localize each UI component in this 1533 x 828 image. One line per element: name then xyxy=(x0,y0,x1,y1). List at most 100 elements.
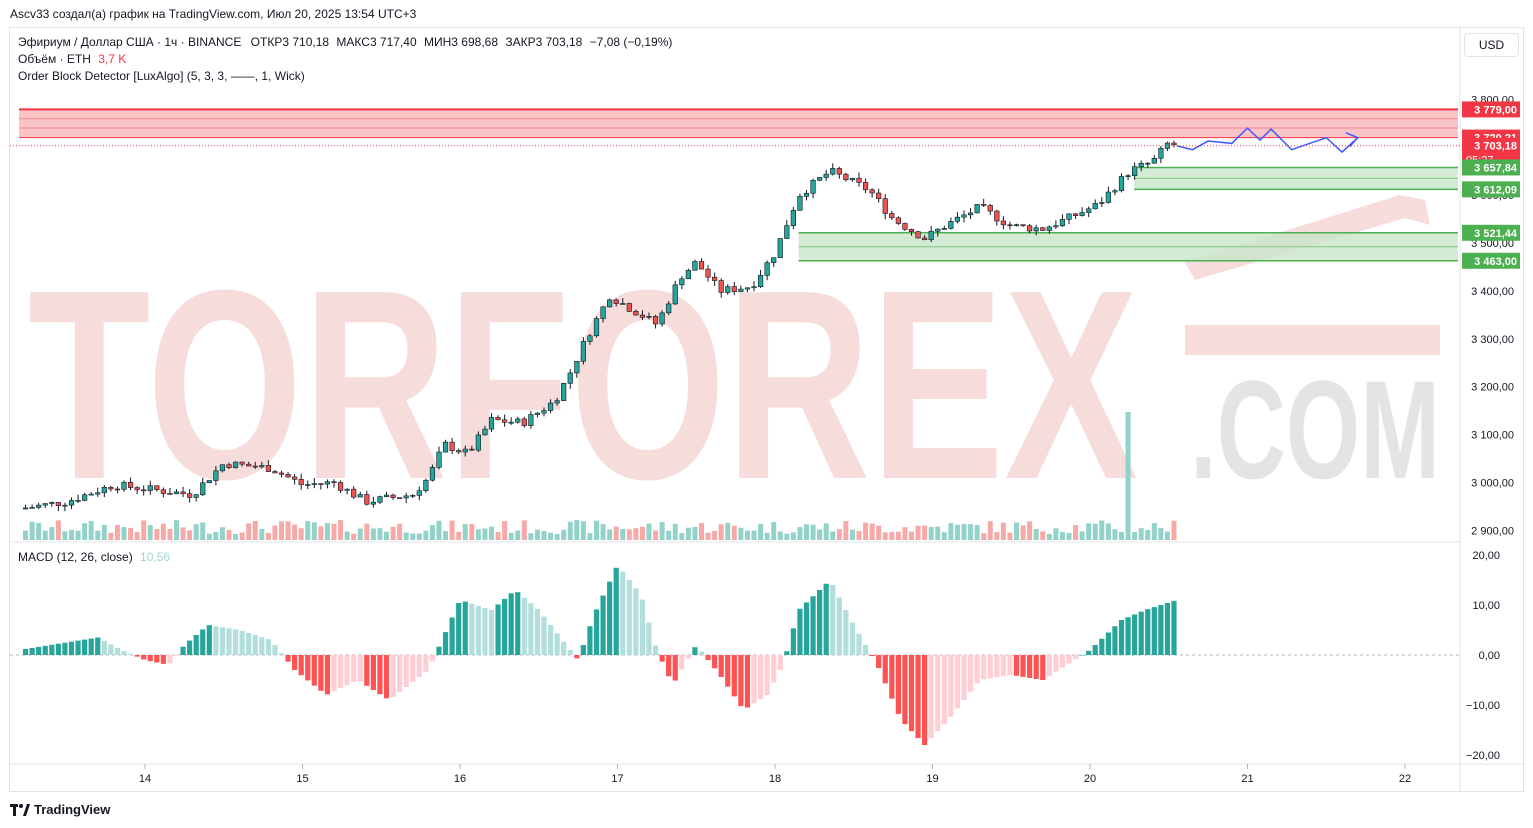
volume-bar xyxy=(902,527,908,540)
candle-body xyxy=(49,502,55,504)
candle-body xyxy=(351,488,357,498)
time-tick-label: 22 xyxy=(1399,773,1411,785)
candle-body xyxy=(324,481,331,485)
macd-bar xyxy=(1053,655,1059,672)
time-tick-label: 14 xyxy=(139,773,151,785)
macd-bar xyxy=(698,651,705,655)
volume-bars xyxy=(23,412,1177,540)
macd-tick-label: −10,00 xyxy=(1466,700,1500,712)
symbol-legend[interactable]: Эфириум / Доллар США · 1ч · BINANCE ОТКР… xyxy=(18,35,672,49)
candle-body xyxy=(830,168,836,175)
volume-bar xyxy=(1027,521,1033,540)
volume-bar xyxy=(292,524,298,540)
macd-legend[interactable]: MACD (12, 26, close) 10,56 xyxy=(18,550,170,564)
candle-body xyxy=(147,485,153,491)
macd-bar xyxy=(862,645,869,655)
volume-bar xyxy=(1158,528,1164,540)
volume-bar xyxy=(265,533,271,540)
volume-bar xyxy=(469,524,475,540)
volume-bar xyxy=(594,520,599,540)
volume-bar xyxy=(147,525,153,540)
candle-body xyxy=(219,464,226,472)
macd-bar xyxy=(889,655,895,699)
volume-label: Объём · ETH xyxy=(18,52,91,66)
candle-body xyxy=(1013,224,1020,227)
volume-bar xyxy=(587,533,593,540)
indicator-legend[interactable]: Order Block Detector [LuxAlgo] (5, 3, 3,… xyxy=(18,69,305,83)
macd-bar xyxy=(1171,600,1177,655)
macd-bar xyxy=(200,629,206,655)
volume-bar xyxy=(928,526,934,540)
candle-body xyxy=(239,461,245,465)
candle-body xyxy=(285,473,291,478)
candle-body xyxy=(928,231,934,241)
candle-body xyxy=(1000,220,1006,226)
candle-body xyxy=(62,504,68,507)
candle-body xyxy=(108,486,114,490)
candle-body xyxy=(121,481,127,490)
macd-bar xyxy=(1125,617,1131,655)
volume-bar xyxy=(1059,531,1065,540)
volume-bar xyxy=(285,521,291,540)
candle-body xyxy=(370,501,376,505)
macd-bar xyxy=(705,655,711,660)
macd-bar xyxy=(1040,655,1046,680)
volume-bar xyxy=(1112,529,1118,540)
candle-body xyxy=(882,198,888,214)
candle-body xyxy=(515,418,521,423)
macd-bar xyxy=(882,655,888,684)
macd-tick-label: 0,00 xyxy=(1479,650,1500,662)
macd-bar xyxy=(232,629,239,655)
volume-bar xyxy=(259,528,265,540)
volume-legend[interactable]: Объём · ETH 3,7 K xyxy=(18,52,126,66)
volume-bar xyxy=(784,533,790,540)
candle-body xyxy=(337,482,344,491)
macd-bar xyxy=(180,646,186,655)
volume-bar xyxy=(49,527,55,540)
candle-body xyxy=(580,341,586,362)
macd-bar xyxy=(55,643,61,655)
candle-body xyxy=(127,481,134,488)
low-label: МИН xyxy=(424,35,452,49)
macd-bar xyxy=(849,622,856,655)
macd-bar xyxy=(574,655,580,659)
volume-bar xyxy=(909,531,914,540)
volume-bar xyxy=(771,521,777,540)
macd-label: MACD (12, 26, close) xyxy=(18,550,133,564)
candle-body xyxy=(692,261,698,271)
candle-body xyxy=(488,417,495,430)
tradingview-footer[interactable]: TradingView xyxy=(10,802,110,817)
candle-body xyxy=(88,493,94,496)
time-tick-label: 19 xyxy=(926,773,938,785)
macd-bar xyxy=(771,655,777,683)
volume-bar xyxy=(62,531,68,540)
macd-bar xyxy=(803,602,810,655)
candle-body xyxy=(712,276,718,281)
volume-bar xyxy=(580,521,586,540)
candle-body xyxy=(82,494,88,501)
volume-bar xyxy=(331,523,337,540)
macd-bar xyxy=(1105,632,1111,655)
projection-line xyxy=(1176,127,1359,154)
macd-bar xyxy=(797,608,803,655)
candle-body xyxy=(495,417,501,421)
macd-tick-label: 20,00 xyxy=(1472,550,1500,562)
volume-bar xyxy=(1099,520,1105,540)
candle-body xyxy=(823,173,829,178)
candle-body xyxy=(278,472,285,475)
macd-bar xyxy=(390,655,396,697)
change-value: −7,08 (−0,19%) xyxy=(589,35,673,49)
volume-bar xyxy=(541,530,547,540)
macd-bar xyxy=(836,597,842,655)
candle-body xyxy=(1079,212,1085,216)
macd-bar xyxy=(141,655,147,660)
macd-bar xyxy=(121,651,127,655)
volume-bar xyxy=(922,525,928,540)
candle-body xyxy=(967,212,974,216)
candle-body xyxy=(1145,162,1151,165)
currency-button[interactable]: USD xyxy=(1464,33,1519,57)
candle-body xyxy=(410,495,416,497)
candle-body xyxy=(1092,203,1098,210)
macd-bar xyxy=(692,647,698,655)
